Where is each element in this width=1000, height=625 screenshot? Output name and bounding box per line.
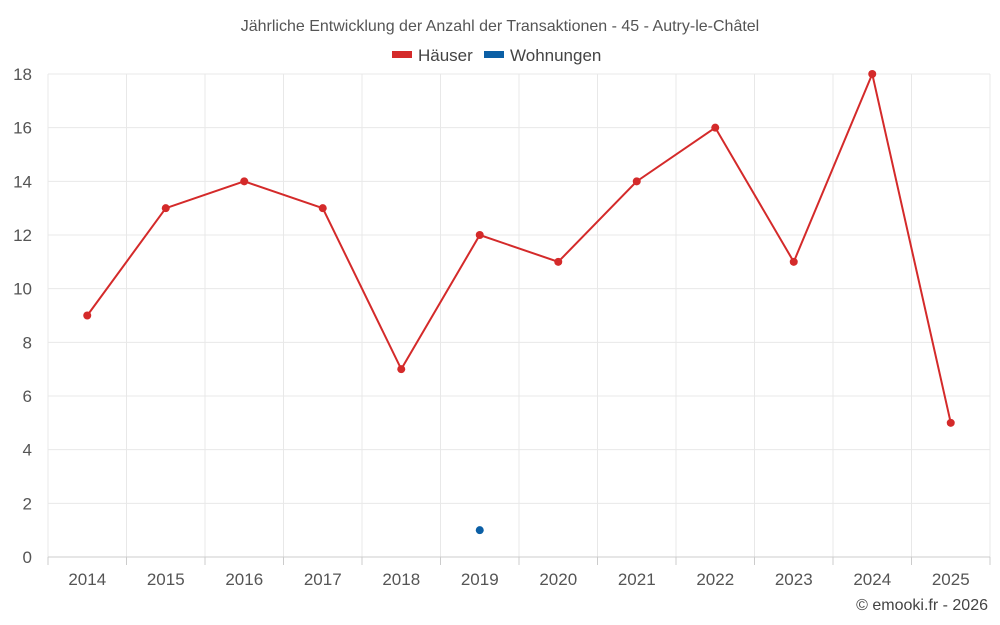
data-point-haeuser[interactable]	[161, 204, 170, 213]
y-tick-label: 10	[13, 280, 32, 299]
data-point-haeuser[interactable]	[318, 204, 327, 213]
data-point-haeuser[interactable]	[946, 418, 955, 427]
data-point-haeuser[interactable]	[475, 231, 484, 239]
data-point-haeuser[interactable]	[789, 257, 798, 266]
legend-label-haeuser: Häuser	[418, 46, 473, 65]
y-tick-label: 2	[23, 494, 32, 513]
y-tick-label: 14	[13, 172, 32, 191]
x-tick-label: 2015	[147, 570, 185, 589]
y-tick-label: 6	[23, 387, 32, 406]
x-tick-label: 2019	[461, 570, 499, 589]
series	[83, 70, 955, 535]
credit-text: © emooki.fr - 2026	[856, 597, 988, 614]
x-tick-label: 2018	[382, 570, 420, 589]
y-tick-label: 18	[13, 65, 32, 84]
x-tick-label: 2024	[853, 570, 891, 589]
y-tick-label: 8	[23, 333, 32, 352]
x-tick-label: 2022	[696, 570, 734, 589]
x-tick-label: 2020	[539, 570, 577, 589]
grid	[47, 73, 991, 557]
x-tick-label: 2023	[775, 570, 813, 589]
x-tick-label: 2021	[618, 570, 656, 589]
legend: Häuser Wohnungen	[392, 46, 601, 65]
data-point-haeuser[interactable]	[868, 70, 877, 78]
data-point-haeuser[interactable]	[83, 311, 92, 320]
legend-item-haeuser[interactable]: Häuser	[392, 46, 473, 65]
y-tick-label: 16	[13, 119, 32, 138]
legend-swatch-haeuser	[392, 51, 412, 58]
series-line-haeuser	[86, 70, 952, 424]
data-point-haeuser[interactable]	[240, 177, 249, 186]
x-tick-label: 2014	[68, 570, 106, 589]
axes: 0 2 4 6 8 10 12 14 16 18 2014 2015 2016 2017 2018 2019 2…	[13, 65, 991, 589]
x-tick-label: 2017	[304, 570, 342, 589]
x-tick-label: 2025	[932, 570, 970, 589]
y-tick-label: 0	[23, 548, 32, 567]
legend-item-wohnungen[interactable]: Wohnungen	[484, 46, 601, 65]
data-point-haeuser[interactable]	[711, 123, 720, 132]
chart-title: Jährliche Entwicklung der Anzahl der Tra…	[241, 18, 759, 35]
data-point-haeuser[interactable]	[397, 365, 406, 374]
data-point-haeuser[interactable]	[554, 257, 563, 266]
y-tick-label: 12	[13, 226, 32, 245]
y-tick-label: 4	[23, 441, 32, 460]
x-tick-label: 2016	[225, 570, 263, 589]
data-point-wohnungen[interactable]	[475, 526, 484, 535]
legend-swatch-wohnungen	[484, 51, 504, 58]
data-point-haeuser[interactable]	[632, 177, 641, 186]
legend-label-wohnungen: Wohnungen	[510, 46, 601, 65]
